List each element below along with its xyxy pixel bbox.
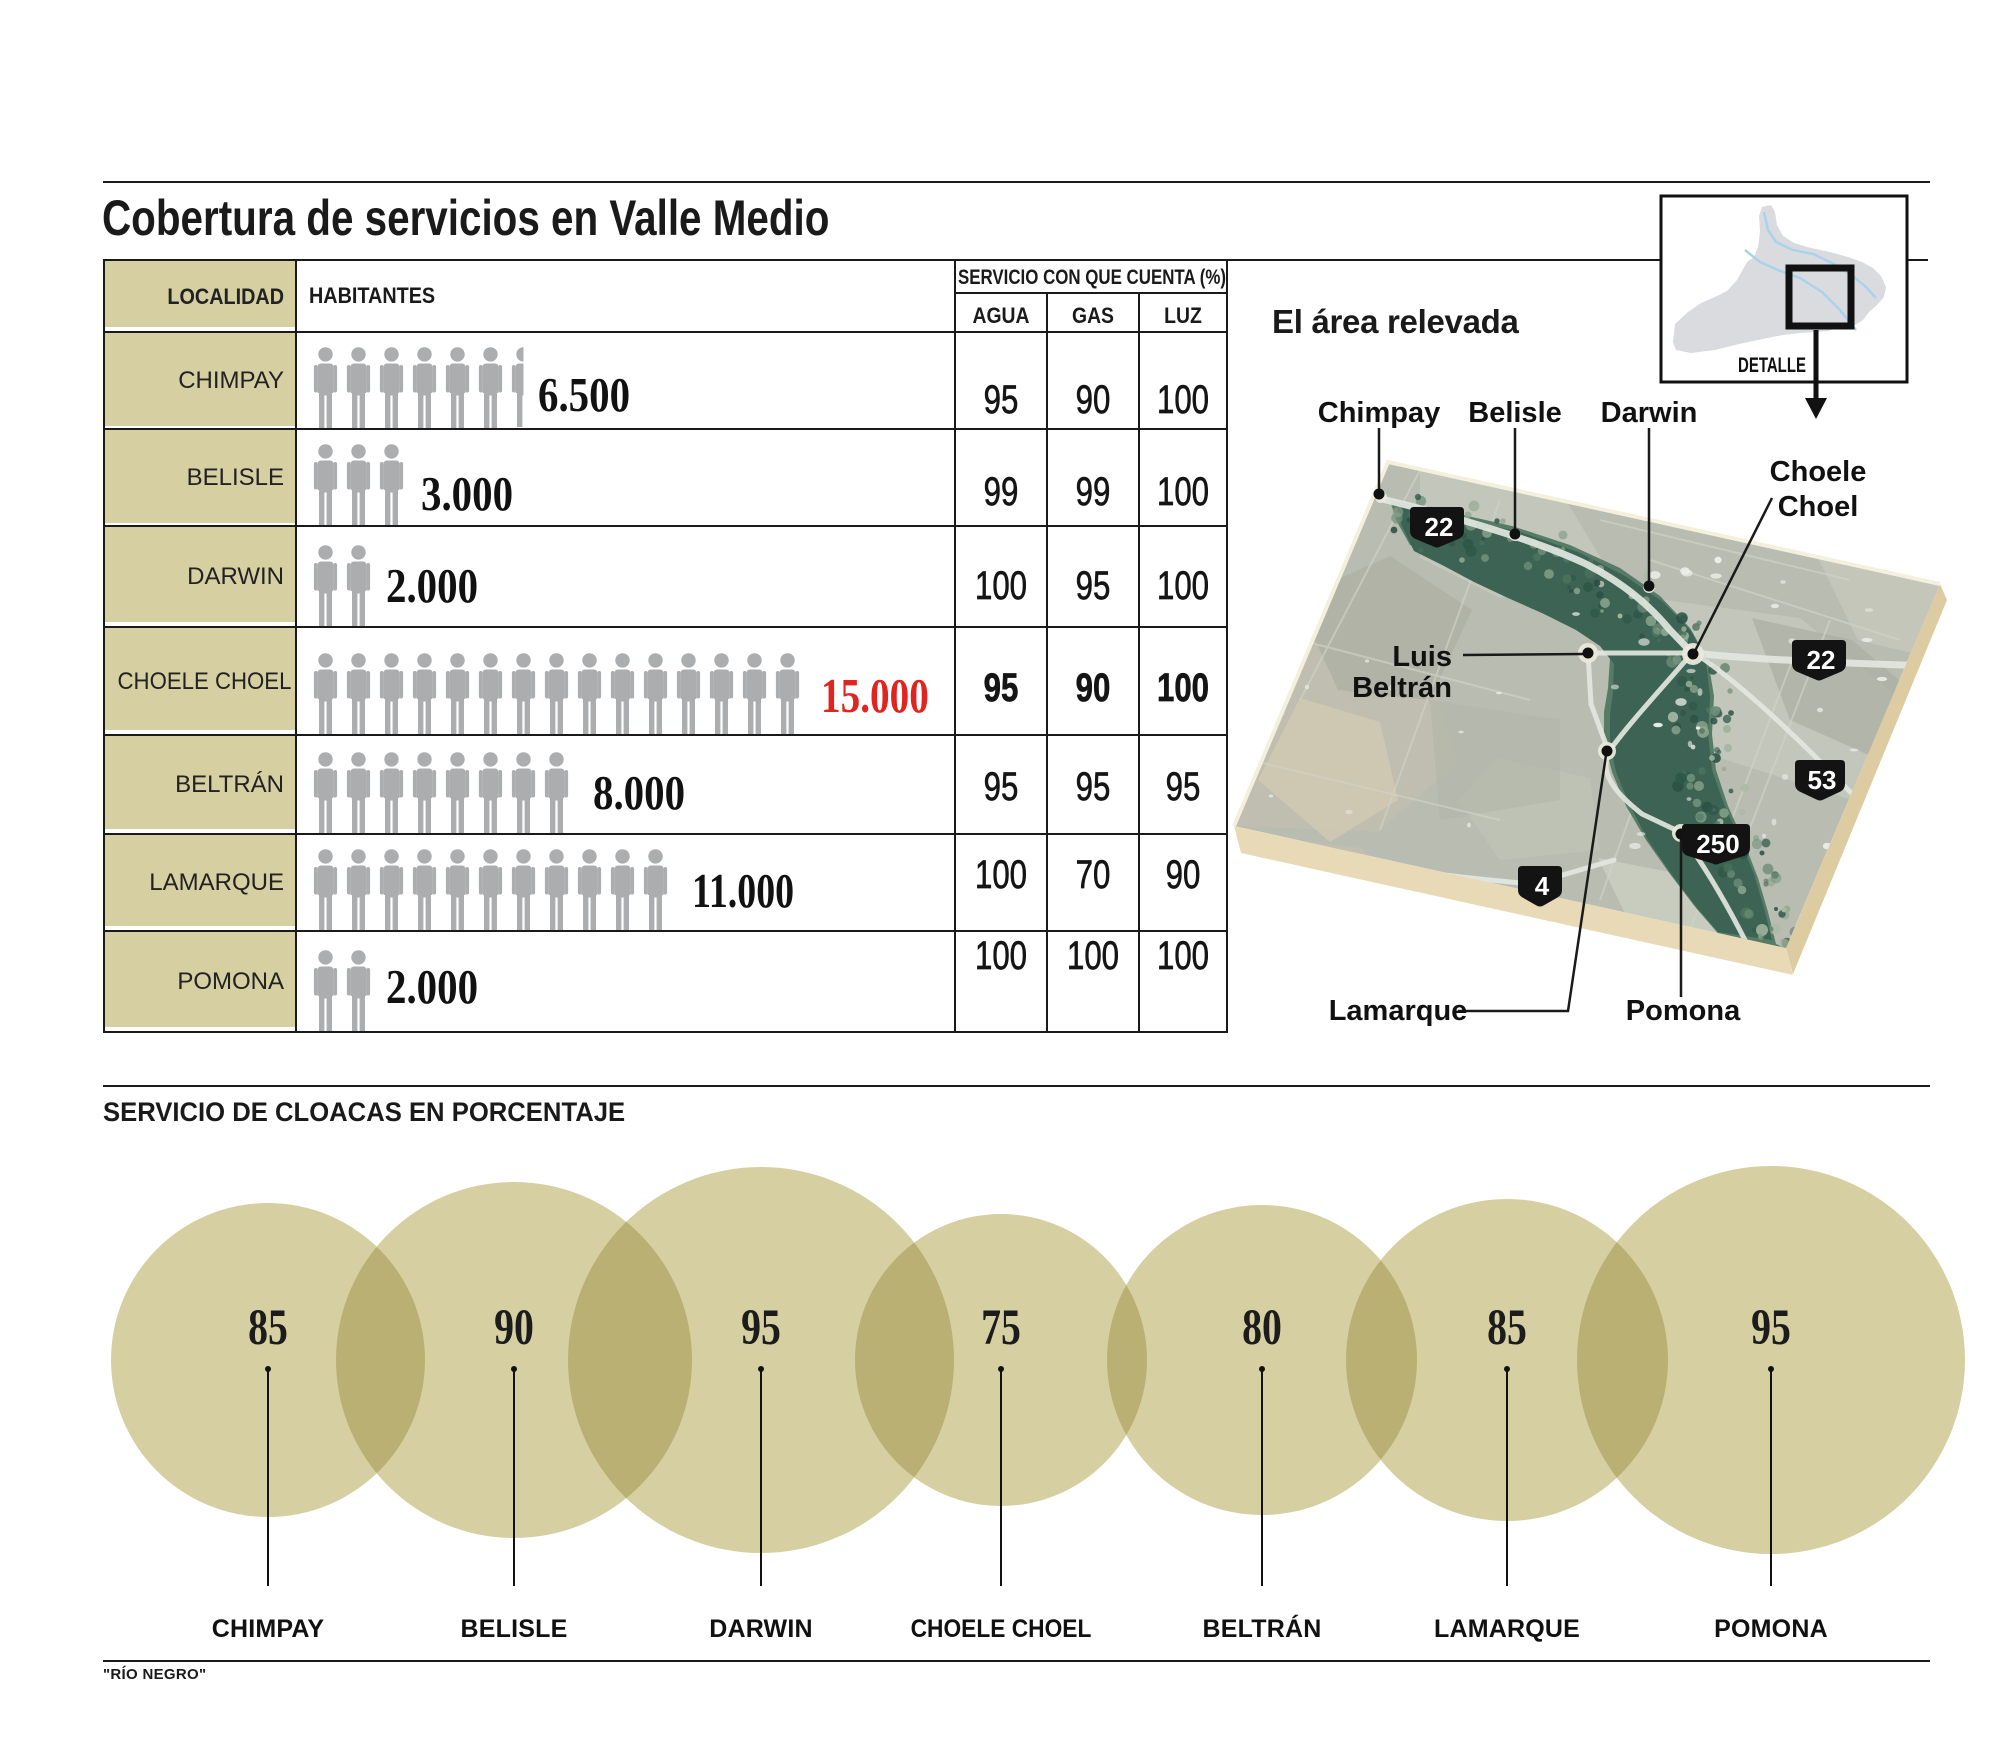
- svg-text:Choel: Choel: [1778, 491, 1859, 523]
- svg-text:250: 250: [1696, 829, 1739, 859]
- svg-text:4: 4: [1535, 871, 1550, 901]
- svg-text:Chimpay: Chimpay: [1318, 397, 1440, 429]
- svg-text:Choele: Choele: [1770, 456, 1867, 488]
- svg-text:DETALLE: DETALLE: [1738, 354, 1806, 377]
- svg-text:Luis: Luis: [1392, 641, 1452, 673]
- svg-text:22: 22: [1425, 512, 1454, 542]
- svg-text:22: 22: [1807, 645, 1836, 675]
- svg-text:Beltrán: Beltrán: [1352, 672, 1452, 704]
- svg-text:Pomona: Pomona: [1626, 995, 1741, 1027]
- svg-text:Belisle: Belisle: [1468, 397, 1562, 429]
- svg-text:Darwin: Darwin: [1601, 397, 1698, 429]
- svg-text:53: 53: [1808, 765, 1837, 795]
- svg-text:Lamarque: Lamarque: [1329, 995, 1468, 1027]
